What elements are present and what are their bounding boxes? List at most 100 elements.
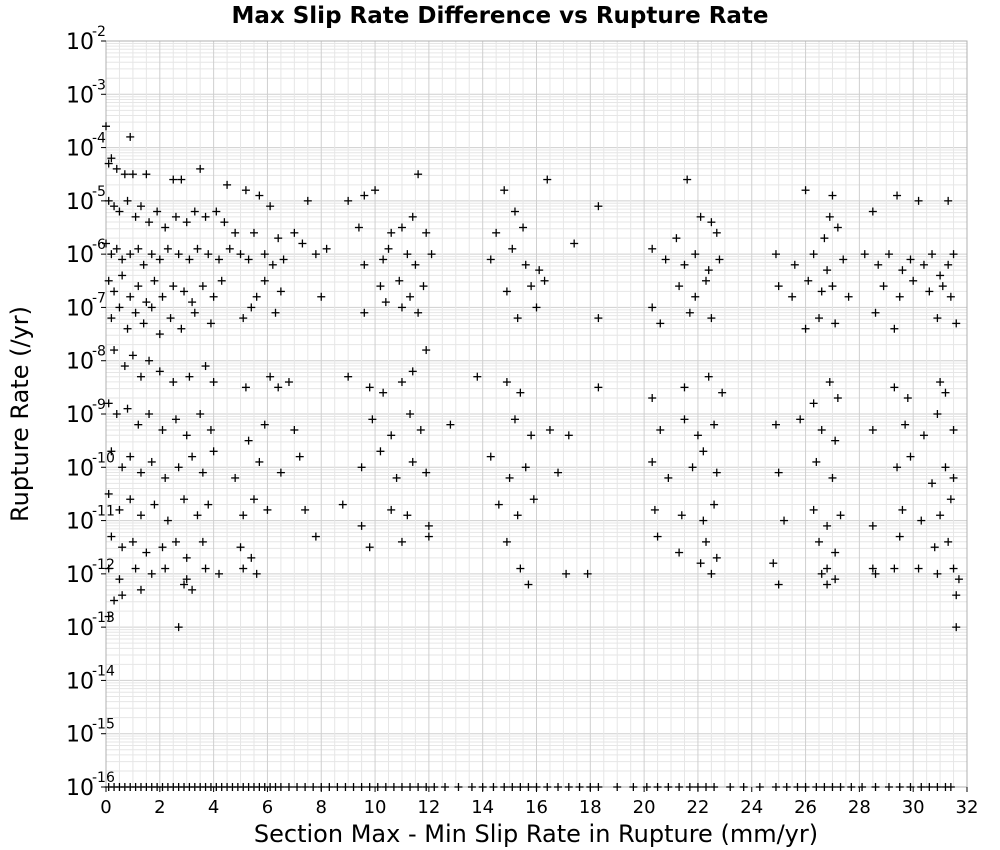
scatter-point [554, 468, 563, 477]
scatter-point [510, 415, 519, 424]
scatter-point [389, 783, 398, 791]
y-tick-label: 10 [66, 30, 94, 55]
scatter-point [110, 202, 119, 211]
scatter-point [354, 223, 363, 232]
y-tick-label: 10 [66, 669, 94, 694]
y-tick-label: 10 [66, 403, 94, 428]
x-tick-label: 32 [956, 797, 979, 818]
scatter-point [239, 314, 248, 323]
x-tick-label: 24 [740, 797, 763, 818]
scatter-point [895, 292, 904, 301]
scatter-point [839, 255, 848, 264]
scatter-point [516, 388, 525, 397]
scatter-point [142, 548, 151, 557]
scatter-point [104, 276, 113, 285]
scatter-point [430, 783, 439, 791]
scatter-point [554, 783, 563, 791]
scatter-point [949, 425, 958, 434]
scatter-point [403, 250, 412, 259]
scatter-point [204, 250, 213, 259]
scatter-point [726, 783, 735, 791]
scatter-point [301, 783, 310, 791]
scatter-point [126, 495, 135, 504]
scatter-point [217, 276, 226, 285]
scatter-point [118, 591, 127, 600]
scatter-point [384, 244, 393, 253]
scatter-point [575, 783, 584, 791]
x-tick-label: 0 [100, 797, 111, 818]
scatter-point [198, 282, 207, 291]
scatter-point [128, 170, 137, 179]
scatter-point [868, 425, 877, 434]
scatter-point [936, 511, 945, 520]
x-tick-label: 22 [686, 797, 709, 818]
scatter-point [936, 378, 945, 387]
scatter-point [174, 250, 183, 259]
scatter-point [954, 575, 963, 584]
scatter-point [801, 324, 810, 333]
scatter-point [890, 383, 899, 392]
scatter-point [163, 516, 172, 525]
scatter-point [710, 783, 719, 791]
scatter-point [949, 564, 958, 573]
y-tick-label: 10 [66, 190, 94, 215]
scatter-point [594, 383, 603, 392]
scatter-point [424, 532, 433, 541]
scatter-point [823, 266, 832, 275]
scatter-point [142, 170, 151, 179]
scatter-point [408, 457, 417, 466]
scatter-point [333, 783, 342, 791]
scatter-point [190, 207, 199, 216]
scatter-point [874, 260, 883, 269]
scatter-point [664, 783, 673, 791]
scatter-point [774, 580, 783, 589]
scatter-point [895, 783, 904, 791]
scatter-point [815, 314, 824, 323]
scatter-point [903, 394, 912, 403]
scatter-point [403, 511, 412, 520]
y-tick-label: 10 [66, 83, 94, 108]
scatter-point [397, 783, 406, 791]
scatter-point [871, 308, 880, 317]
scatter-point [502, 378, 511, 387]
scatter-point [311, 532, 320, 541]
scatter-point [231, 473, 240, 482]
y-tick-exponent: -9 [92, 397, 106, 413]
scatter-point [594, 314, 603, 323]
scatter-point [422, 468, 431, 477]
scatter-point [118, 463, 127, 472]
scatter-point [543, 783, 552, 791]
scatter-point [104, 612, 113, 621]
scatter-point [521, 260, 530, 269]
scatter-point [836, 511, 845, 520]
scatter-point [675, 282, 684, 291]
x-tick-label: 14 [471, 797, 494, 818]
scatter-point [123, 196, 132, 205]
scatter-point [820, 783, 829, 791]
x-tick-label: 8 [316, 797, 327, 818]
scatter-point [169, 282, 178, 291]
scatter-point [562, 569, 571, 578]
scatter-point [376, 282, 385, 291]
scatter-point [185, 255, 194, 264]
scatter-point [198, 468, 207, 477]
scatter-point [688, 463, 697, 472]
scatter-point [949, 250, 958, 259]
scatter-point [166, 314, 175, 323]
scatter-point [338, 500, 347, 509]
scatter-point [104, 489, 113, 498]
scatter-point [868, 521, 877, 530]
scatter-point [696, 212, 705, 221]
scatter-point [817, 425, 826, 434]
y-tick-exponent: -13 [92, 610, 115, 626]
scatter-point [142, 298, 151, 307]
scatter-point [298, 239, 307, 248]
scatter-point [893, 191, 902, 200]
scatter-point [906, 452, 915, 461]
scatter-point [513, 314, 522, 323]
scatter-point [793, 783, 802, 791]
scatter-point [110, 596, 119, 605]
scatter-point [188, 452, 197, 461]
scatter-point [844, 292, 853, 301]
scatter-point [812, 457, 821, 466]
